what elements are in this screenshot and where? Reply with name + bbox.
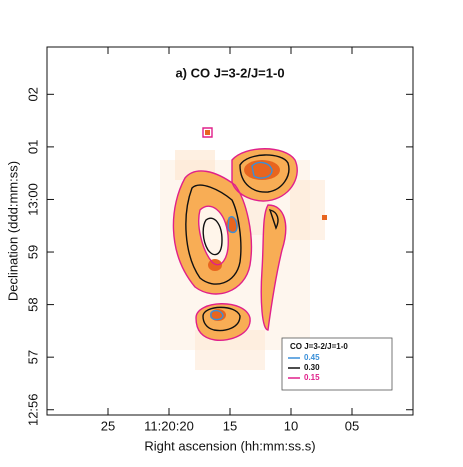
contours (172, 127, 298, 341)
emission-map (160, 130, 327, 370)
y-tick-label: 12:56 (25, 393, 40, 426)
x-tick-label: 15 (223, 418, 237, 433)
contour-line (227, 216, 238, 234)
contour-line (260, 204, 287, 331)
legend: CO J=3-2/J=1-0 0.450.300.15 (281, 337, 393, 391)
y-tick-label: 58 (25, 297, 40, 311)
legend-label: 0.15 (304, 373, 320, 382)
legend-box (281, 337, 393, 391)
y-tick-label: 02 (25, 87, 40, 101)
contour-line (202, 306, 241, 332)
contour-line (172, 170, 253, 295)
legend-items: 0.450.300.15 (288, 353, 320, 382)
x-tick-label: 25 (101, 418, 115, 433)
contour-line (268, 209, 279, 230)
y-axis-label: Declination (ddd:mm:ss) (5, 161, 20, 301)
y-tick-label: 57 (25, 350, 40, 364)
y-tick-label: 01 (25, 140, 40, 154)
contour-line (202, 127, 213, 138)
legend-title: CO J=3-2/J=1-0 (290, 342, 348, 351)
contour-line (185, 184, 242, 285)
contour-line (239, 154, 290, 193)
x-tick-label: 05 (345, 418, 359, 433)
contour-line (231, 148, 298, 202)
x-tick-label: 11:20:20 (144, 418, 194, 433)
chart-title: a) CO J=3-2/J=1-0 (175, 65, 284, 80)
x-axis-label: Right ascension (hh:mm:ss.s) (144, 438, 315, 453)
contour-line (195, 303, 251, 341)
y-tick-label: 13:00 (25, 183, 40, 216)
x-tick-label: 10 (284, 418, 298, 433)
y-tick-label: 59 (25, 245, 40, 259)
legend-label: 0.30 (304, 363, 320, 372)
contour-line (210, 309, 224, 321)
legend-label: 0.45 (304, 353, 320, 362)
contour-line (251, 161, 273, 179)
